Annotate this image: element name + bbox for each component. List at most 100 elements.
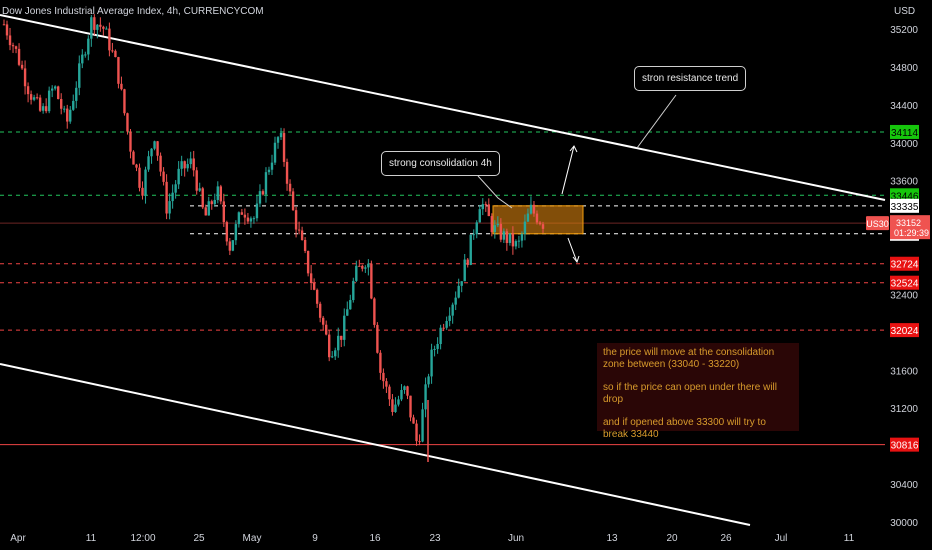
- candle-body: [318, 303, 322, 318]
- x-tick-label: May: [243, 533, 262, 544]
- candle-body: [35, 97, 39, 99]
- candle-body: [499, 223, 503, 240]
- candle-body: [367, 263, 370, 268]
- candle-body: [478, 209, 481, 223]
- candle-body: [75, 87, 78, 101]
- candle-body: [481, 204, 484, 210]
- candle-body: [285, 161, 289, 184]
- candle-body: [213, 199, 216, 205]
- candle-body: [508, 233, 512, 243]
- candle-body: [156, 141, 159, 156]
- candle-body: [409, 395, 412, 418]
- candle-body: [421, 409, 424, 442]
- candle-body: [69, 109, 72, 122]
- candle-body: [343, 315, 346, 340]
- candle-body: [412, 417, 415, 424]
- last-price-tag: [890, 215, 930, 240]
- y-tick-label: 34400: [890, 101, 918, 112]
- currency-label: USD: [894, 6, 916, 17]
- candle-body: [523, 221, 527, 234]
- candle-body: [180, 161, 183, 169]
- x-tick-label: 9: [312, 533, 318, 544]
- price-level-label: 32724: [891, 260, 919, 271]
- candle-body: [20, 64, 24, 69]
- candle-body: [90, 17, 93, 39]
- candle-body: [165, 181, 168, 214]
- candle-body: [219, 186, 223, 202]
- price-level-tag: [890, 256, 919, 271]
- candle-body: [294, 210, 298, 230]
- candle-body: [234, 224, 238, 241]
- candle-body: [267, 169, 271, 173]
- candle-body: [352, 280, 355, 301]
- x-tick-label: 25: [193, 533, 205, 544]
- candle-body: [207, 201, 210, 216]
- candle-body: [541, 224, 545, 229]
- price-level-tag: [890, 437, 919, 452]
- note-line-2: so if the price can open under there wil…: [603, 382, 777, 405]
- candle-body: [216, 186, 219, 200]
- candle-body: [535, 213, 539, 223]
- candle-body: [328, 334, 331, 358]
- candle-body: [511, 233, 515, 247]
- candle-body: [192, 158, 195, 171]
- candle-body: [114, 50, 117, 58]
- candle-body: [231, 240, 235, 251]
- candle-body: [108, 28, 111, 51]
- candle-body: [346, 309, 349, 316]
- candle-body: [11, 45, 15, 47]
- candle-body: [32, 97, 36, 100]
- candle-body: [415, 423, 418, 442]
- candle-body: [84, 54, 87, 56]
- candle-body: [397, 399, 400, 405]
- candle-body: [334, 350, 337, 357]
- candle-body: [174, 184, 177, 193]
- x-tick-label: 11: [86, 533, 97, 544]
- candle-body: [246, 217, 250, 222]
- analysis-note[interactable]: the price will move at the consolidation…: [597, 343, 799, 440]
- candle-body: [306, 250, 310, 274]
- candle-body: [41, 106, 45, 111]
- countdown-label: 01:29:39: [894, 228, 929, 238]
- candle-body: [300, 230, 304, 240]
- candle-body: [96, 24, 99, 30]
- candle-body: [469, 234, 472, 265]
- last-price-label: 33152: [896, 218, 921, 228]
- candle-body: [26, 86, 30, 95]
- candle-body: [189, 158, 192, 165]
- down-arrow: [567, 237, 578, 263]
- price-level-label: 30816: [891, 441, 919, 452]
- candle-body: [117, 57, 120, 84]
- callout-consolidation[interactable]: strong consolidation 4h: [381, 151, 500, 176]
- candle-body: [361, 265, 364, 269]
- candle-body: [288, 183, 292, 192]
- candle-body: [520, 233, 524, 241]
- price-level-label: 32024: [891, 326, 919, 337]
- price-level-label: 34114: [891, 128, 919, 139]
- up-arrow-head: [569, 145, 578, 153]
- candle-body: [331, 356, 334, 358]
- candle-body: [120, 83, 123, 90]
- candle-body: [418, 441, 421, 443]
- y-tick-label: 35200: [890, 25, 918, 36]
- candle-body: [490, 216, 494, 233]
- callout-resistance[interactable]: stron resistance trend: [634, 66, 747, 91]
- candle-body: [135, 164, 138, 168]
- candle-body: [195, 170, 198, 191]
- y-tick-label: 32400: [890, 290, 918, 301]
- candle-body: [44, 106, 48, 112]
- price-level-tag: [890, 275, 919, 290]
- candle-body: [376, 324, 379, 353]
- x-tick-label: 23: [429, 533, 441, 544]
- candle-body: [321, 317, 325, 325]
- candle-body: [81, 54, 84, 64]
- x-tick-label: 16: [369, 533, 381, 544]
- y-tick-label: 33600: [890, 177, 918, 188]
- candle-body: [457, 285, 460, 298]
- candle-body: [168, 201, 171, 214]
- candle-body: [349, 300, 352, 310]
- candle-body: [264, 172, 268, 195]
- note-line-1: the price will move at the consolidation…: [603, 347, 775, 370]
- candle-body: [123, 89, 126, 114]
